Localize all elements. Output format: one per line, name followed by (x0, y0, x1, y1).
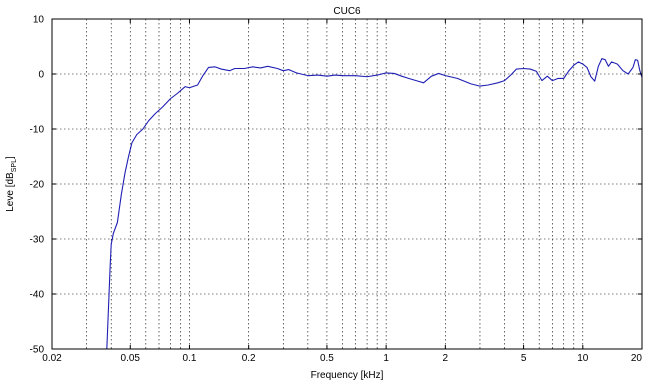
series-line (106, 58, 643, 350)
y-axis-label-main: Leve [dB (5, 172, 16, 212)
y-tick-label: 0 (38, 70, 44, 81)
series-layer (106, 58, 643, 350)
x-tick-label: 0.1 (183, 353, 197, 364)
y-axis-label-subscript: SPL (11, 159, 18, 172)
x-tick-label: 1 (383, 353, 389, 364)
x-tick-label: 0.02 (42, 353, 62, 364)
y-tick-label: -30 (30, 235, 45, 246)
x-tick-label: 10 (577, 353, 589, 364)
x-tick-label: 20 (631, 353, 643, 364)
y-axis-label: Leve [dBSPL] (5, 156, 18, 212)
y-axis-ticks: 10 0 -10 -20 -30 -40 -50 (30, 15, 642, 356)
y-axis-label-end: ] (5, 156, 16, 159)
x-tick-label: 2 (443, 353, 449, 364)
y-tick-label: -40 (30, 290, 45, 301)
x-axis-ticks: 0.02 0.05 0.1 0.2 0.5 1 2 5 10 20 (42, 19, 643, 364)
y-tick-label: -50 (30, 345, 45, 356)
x-tick-label: 0.05 (121, 353, 141, 364)
chart-title: CUC6 (333, 6, 361, 17)
x-tick-label: 0.5 (320, 353, 334, 364)
plot-area (52, 19, 642, 349)
grid-lines (52, 19, 642, 349)
x-tick-label: 5 (521, 353, 527, 364)
x-axis-label: Frequency [kHz] (311, 370, 384, 381)
y-tick-label: 10 (33, 15, 45, 26)
y-tick-label: -10 (30, 125, 45, 136)
y-tick-label: -20 (30, 180, 45, 191)
x-tick-label: 0.2 (242, 353, 256, 364)
